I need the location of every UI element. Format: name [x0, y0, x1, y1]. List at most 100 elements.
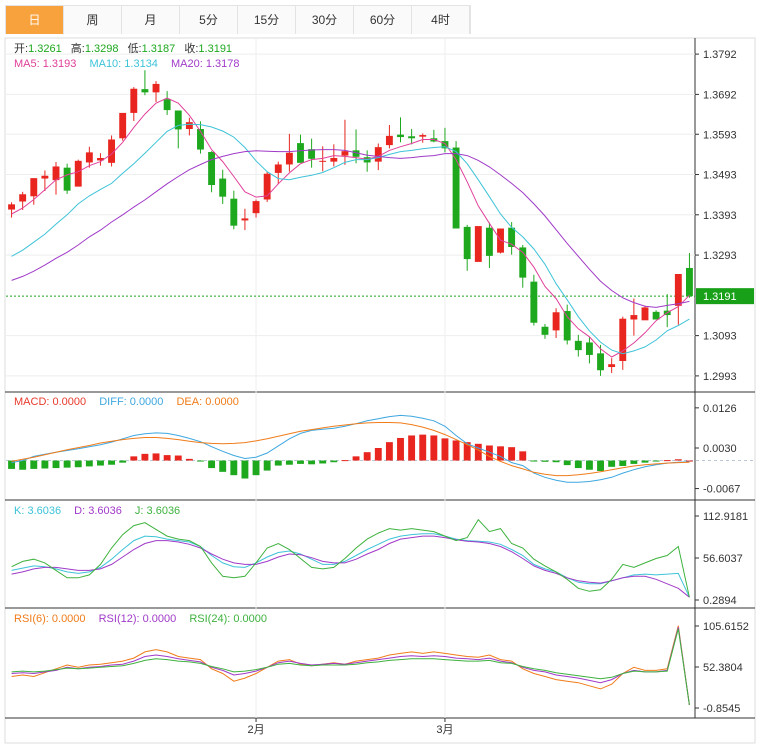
macd-bar: [363, 452, 371, 461]
macd-bar: [352, 456, 360, 461]
macd-bar: [8, 460, 16, 469]
candle-body: [19, 194, 27, 202]
macd-bar: [230, 460, 238, 476]
tab-4hour[interactable]: 4时: [412, 6, 470, 34]
candle-body: [297, 143, 304, 163]
macd-bar: [63, 460, 71, 468]
rsi-tick-label: 52.3804: [703, 662, 743, 674]
macd-bar: [685, 460, 693, 462]
macd-bar: [563, 460, 571, 466]
candle-body: [8, 204, 16, 210]
rsi-panel: [11, 625, 690, 706]
kdj-panel: [11, 518, 690, 598]
price-tick-label: 1.2993: [703, 371, 737, 383]
candle-body: [508, 227, 516, 248]
candle-body: [552, 312, 560, 331]
candle-body: [230, 198, 238, 226]
candle-body: [219, 178, 227, 197]
macd-bar: [585, 460, 593, 470]
macd-bar: [485, 445, 493, 461]
kdj-tick-label: 0.2894: [703, 595, 737, 607]
tab-15min[interactable]: 15分: [238, 6, 296, 34]
price-tick-label: 1.3293: [703, 250, 737, 262]
macd-bar: [108, 460, 116, 465]
price-tick-label: 1.3792: [703, 49, 737, 61]
macd-bar: [30, 460, 38, 469]
tab-5min[interactable]: 5分: [180, 6, 238, 34]
macd-bar: [463, 442, 471, 461]
candle-body: [352, 150, 360, 157]
macd-bar: [85, 460, 93, 467]
macd-bar: [385, 442, 393, 461]
macd-tick-label: 0.0030: [703, 443, 737, 455]
macd-bar: [208, 460, 216, 469]
macd-bar: [41, 460, 49, 469]
candle-body: [63, 167, 71, 191]
rsi-tick-label: 105.6152: [703, 621, 749, 633]
candle-body: [441, 141, 449, 149]
candle-body: [130, 88, 138, 113]
rsi6-line: [11, 625, 690, 706]
candle-body: [397, 134, 404, 138]
candle-body: [474, 226, 482, 262]
macd-bar: [219, 460, 227, 472]
macd-bar: [574, 460, 582, 469]
macd-bar: [19, 460, 27, 470]
macd-bar: [663, 460, 671, 462]
macd-bar: [530, 460, 538, 462]
j-line: [11, 518, 690, 598]
macd-bar: [130, 456, 138, 461]
candle-body: [619, 318, 627, 361]
x-tick-label: 2月: [247, 724, 264, 736]
tab-month[interactable]: 月: [122, 6, 180, 34]
rsi12-line: [11, 627, 690, 706]
candle-body: [519, 247, 527, 278]
candle-body: [630, 315, 638, 320]
candle-body: [97, 158, 104, 161]
price-tick-label: 1.3093: [703, 331, 737, 343]
tab-day[interactable]: 日: [6, 6, 64, 34]
ma10-line: [11, 123, 690, 355]
candle-body: [208, 151, 216, 185]
legends: 开:1.3261 高:1.3298 低:1.3187 收:1.3191 MA5:…: [14, 41, 267, 625]
candle-body: [74, 160, 82, 187]
outer-border: [4, 37, 756, 744]
macd-bar: [185, 458, 193, 461]
candle-body: [241, 218, 249, 221]
tab-week[interactable]: 周: [64, 6, 122, 34]
price-tick-label: 1.3692: [703, 89, 737, 101]
ma-lines: [11, 97, 690, 358]
grid-lines: [6, 38, 695, 718]
macd-bar: [508, 447, 516, 461]
macd-bar: [408, 435, 416, 461]
macd-bar: [397, 437, 404, 461]
macd-bar: [519, 451, 527, 461]
macd-bar: [285, 460, 293, 465]
candle-body: [452, 147, 460, 229]
macd-bar: [97, 460, 104, 466]
macd-bar: [597, 460, 604, 471]
macd-bar: [552, 460, 560, 463]
macd-bar: [297, 460, 304, 464]
candle-body: [463, 226, 471, 260]
period-tabs: 日 周 月 5分 15分 30分 60分 4时: [5, 5, 471, 34]
price-tick-label: 1.3393: [703, 210, 737, 222]
macd-bar: [341, 460, 349, 462]
dea-line: [11, 422, 690, 477]
macd-bar: [319, 460, 327, 464]
macd-bar: [308, 460, 316, 465]
candle-body: [341, 151, 349, 156]
candle-body: [685, 267, 693, 297]
ma-legend: MA5: 1.3193 MA10: 1.3134 MA20: 1.3178: [14, 58, 240, 70]
rsi24-line: [11, 628, 690, 706]
candle-body: [597, 353, 604, 371]
current-price-tag: [696, 288, 754, 305]
candle-body: [141, 89, 149, 93]
price-tick-label: 1.3593: [703, 129, 737, 141]
candle-body: [52, 166, 60, 181]
tab-30min[interactable]: 30分: [296, 6, 354, 34]
tab-60min[interactable]: 60分: [354, 6, 412, 34]
macd-bar: [441, 438, 449, 461]
